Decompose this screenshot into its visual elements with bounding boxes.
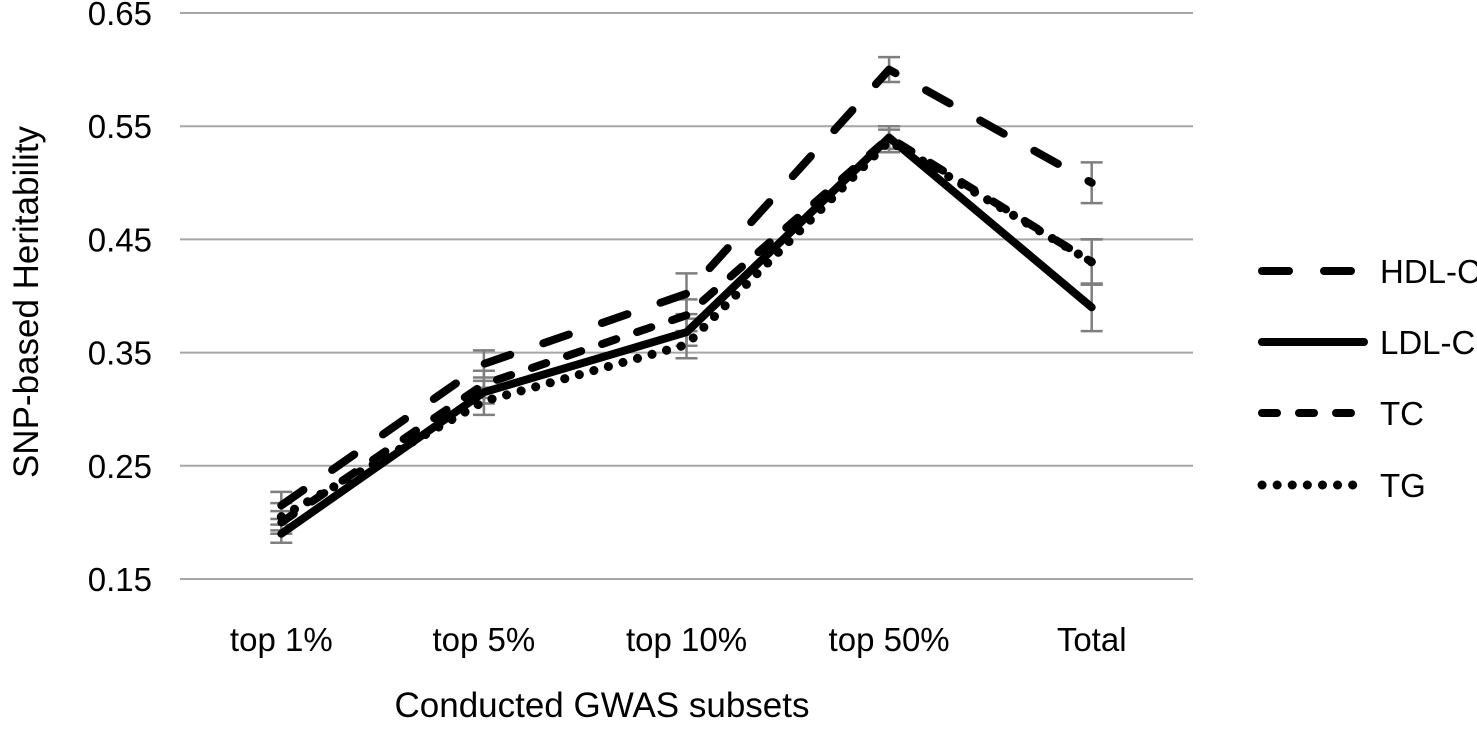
legend-item-ldl-c: LDL-C [1258,324,1475,361]
legend-item-tg: TG [1257,467,1426,504]
legend: HDL-C LDL-C TC TG [1257,253,1477,504]
legend-label: TC [1380,395,1424,432]
x-category-label: top 50% [829,621,950,658]
legend-item-tc: TC [1258,395,1424,432]
legend-label: HDL-C [1380,253,1477,290]
gridlines [180,12,1193,580]
x-axis-title: Conducted GWAS subsets [394,686,809,725]
y-tick-label: 0.25 [88,448,152,485]
y-tick-label: 0.55 [88,108,152,145]
legend-label: TG [1380,467,1426,504]
y-axis-title: SNP-based Heritability [7,125,46,478]
y-tick-label: 0.45 [88,221,152,258]
y-tick-label: 0.35 [88,335,152,372]
x-category-label: top 1% [230,621,333,658]
series-lines [276,65,1097,538]
legend-label: LDL-C [1380,324,1475,361]
y-tick-label: 0.15 [88,561,152,598]
error-bars [270,55,1103,545]
legend-item-hdl-c: HDL-C [1258,253,1477,290]
y-tick-label: 0.65 [88,0,152,32]
x-category-label: Total [1057,621,1127,658]
x-category-label: top 5% [433,621,536,658]
x-category-label: top 10% [626,621,747,658]
